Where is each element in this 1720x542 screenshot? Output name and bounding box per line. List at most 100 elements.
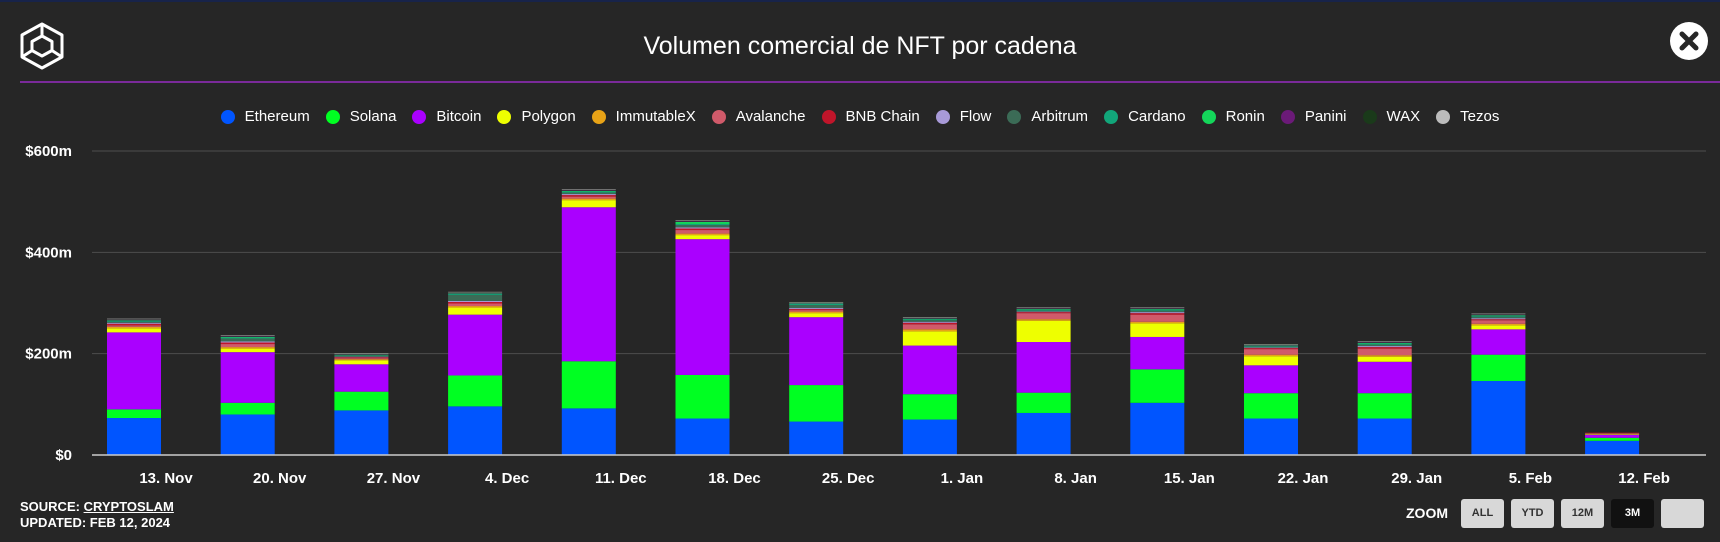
x-tick-label: 11. Dec — [595, 470, 647, 485]
legend-label: Bitcoin — [436, 108, 482, 125]
bar-segment-ethereum — [334, 410, 389, 455]
legend-item-solana[interactable]: Solana — [325, 108, 397, 125]
bar-segment-solana — [789, 385, 844, 422]
bar-segment-polygon — [561, 200, 616, 208]
bar-segment-bitcoin — [675, 239, 730, 375]
bar-segment-ronin — [448, 293, 503, 294]
bar-segment-bitcoin — [334, 364, 389, 392]
legend-item-ethereum[interactable]: Ethereum — [220, 108, 310, 125]
zoom-button-12m[interactable]: 12M — [1561, 499, 1604, 528]
legend-dot-icon — [1436, 109, 1451, 124]
bar-segment-bitcoin — [1244, 365, 1298, 394]
bar-segment-polygon — [220, 348, 275, 353]
bar-segment-flow — [1244, 347, 1298, 349]
source-label: SOURCE: — [20, 499, 80, 514]
bar-segment-ronin — [1244, 345, 1298, 347]
legend-label: Solana — [349, 108, 397, 125]
legend-item-immutablex[interactable]: ImmutableX — [591, 108, 696, 125]
bar-segment-polygon — [789, 313, 844, 318]
legend-dot-icon — [1362, 109, 1377, 124]
zoom-button-all[interactable]: ALL — [1461, 499, 1504, 528]
bar-segment-cardano — [448, 293, 503, 295]
bar-segment-tezos — [448, 291, 503, 293]
bar-segment-cardano — [1130, 309, 1185, 311]
chart-header: Volumen comercial de NFT por cadena — [0, 2, 1720, 82]
legend-dot-icon — [1201, 109, 1216, 124]
bar-segment-panini — [789, 303, 844, 304]
bar-segment-arbitrum — [448, 294, 503, 301]
bar-segment-solana — [902, 394, 957, 420]
bar-segment-ethereum — [1585, 440, 1640, 455]
zoom-button-ytd[interactable]: YTD — [1511, 499, 1554, 528]
legend-dot-icon — [1104, 109, 1119, 124]
legend-item-cardano[interactable]: Cardano — [1104, 108, 1186, 125]
bar-segment-ronin — [1016, 309, 1071, 310]
bar-segment-solana — [1130, 369, 1185, 403]
bar-segment-arbitrum — [902, 320, 957, 322]
bar-segment-ethereum — [1130, 402, 1185, 455]
legend-item-bnb-chain[interactable]: BNB Chain — [821, 108, 920, 125]
bar-segment-panini — [1130, 308, 1185, 310]
legend-item-arbitrum[interactable]: Arbitrum — [1007, 108, 1088, 125]
bar-segment-ronin — [220, 336, 275, 338]
bar-segment-bnb-chain — [561, 195, 616, 197]
bar-segment-immutablex — [561, 198, 616, 201]
legend-item-avalanche[interactable]: Avalanche — [711, 108, 806, 125]
bar-segment-arbitrum — [789, 305, 844, 309]
bar-segment-bnb-chain — [220, 342, 275, 345]
x-tick-label: 5. Feb — [1509, 470, 1552, 485]
bar-segment-ethereum — [561, 408, 616, 455]
x-tick-label: 18. Dec — [708, 470, 761, 485]
legend-item-wax[interactable]: WAX — [1362, 108, 1420, 125]
legend-dot-icon — [497, 109, 512, 124]
bar-segment-cardano — [220, 337, 275, 339]
bar-segment-immutablex — [675, 233, 730, 236]
bar-segment-solana — [107, 409, 161, 419]
bar-segment-bitcoin — [902, 345, 957, 395]
bar-segment-polygon — [334, 360, 389, 365]
chart-legend: Ethereum Solana Bitcoin Polygon ImmutableX Av… — [0, 108, 1720, 125]
x-tick-label: 12. Feb — [1618, 470, 1670, 485]
bar-segment-wax — [1244, 344, 1298, 346]
legend-item-ronin[interactable]: Ronin — [1201, 108, 1265, 125]
bar-segment-bnb-chain — [1585, 432, 1640, 434]
source-link[interactable]: CRYPTOSLAM — [83, 499, 174, 514]
zoom-button-blank[interactable] — [1661, 499, 1704, 528]
bar-segment-arbitrum — [107, 321, 161, 323]
close-button[interactable] — [1670, 22, 1708, 60]
bar-segment-flow — [675, 227, 730, 229]
bar-segment-avalanche — [675, 230, 730, 234]
cube-logo-icon — [20, 22, 64, 70]
bar-segment-wax — [1130, 308, 1185, 309]
legend-item-panini[interactable]: Panini — [1280, 108, 1347, 125]
bar-segment-flow — [220, 341, 275, 343]
bar-segment-immutablex — [789, 311, 844, 314]
bar-segment-tezos — [1471, 313, 1526, 315]
x-tick-label: 29. Jan — [1391, 470, 1442, 485]
legend-item-flow[interactable]: Flow — [935, 108, 991, 125]
legend-item-tezos[interactable]: Tezos — [1436, 108, 1499, 125]
bar-segment-bitcoin — [1585, 434, 1640, 438]
bar-segment-solana — [561, 361, 616, 409]
legend-item-polygon[interactable]: Polygon — [497, 108, 576, 125]
bar-segment-bnb-chain — [1016, 312, 1071, 314]
bar-segment-tezos — [561, 189, 616, 191]
bar-segment-avalanche — [220, 344, 275, 348]
bar-segment-avalanche — [1471, 320, 1526, 324]
bar-segment-solana — [334, 391, 389, 411]
bar-segment-panini — [675, 221, 730, 222]
bar-segment-polygon — [1244, 356, 1298, 366]
bar-segment-bnb-chain — [675, 228, 730, 231]
legend-item-bitcoin[interactable]: Bitcoin — [412, 108, 481, 125]
zoom-button-3m[interactable]: 3M — [1611, 499, 1654, 528]
bar-segment-flow — [334, 356, 389, 358]
bar-segment-ethereum — [902, 419, 957, 455]
bar-segment-panini — [902, 318, 957, 319]
bar-segment-solana — [1585, 437, 1640, 441]
bar-segment-tezos — [1016, 307, 1071, 309]
bar-segment-polygon — [1471, 325, 1526, 330]
top-accent-line — [0, 0, 1720, 2]
x-tick-label: 4. Dec — [485, 470, 529, 485]
bar-segment-immutablex — [1130, 321, 1185, 324]
bar-segment-bitcoin — [107, 332, 161, 410]
